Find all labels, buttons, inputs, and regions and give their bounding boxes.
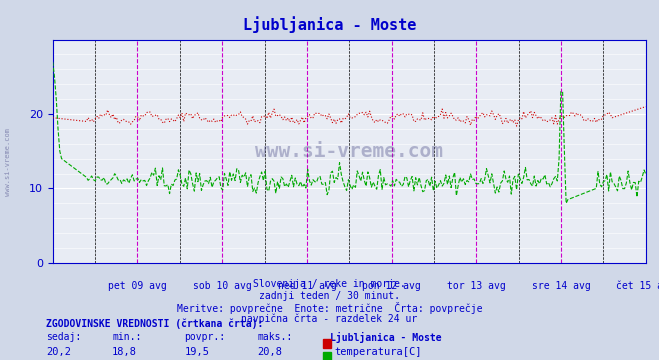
Text: Ljubljanica - Moste: Ljubljanica - Moste	[330, 332, 441, 343]
Text: pet 09 avg: pet 09 avg	[108, 281, 167, 291]
Text: maks.:: maks.:	[257, 332, 292, 342]
Text: ned 11 avg: ned 11 avg	[277, 281, 336, 291]
Text: sob 10 avg: sob 10 avg	[193, 281, 252, 291]
Text: zadnji teden / 30 minut.: zadnji teden / 30 minut.	[259, 291, 400, 301]
Text: sedaj:: sedaj:	[46, 332, 81, 342]
Text: min.:: min.:	[112, 332, 142, 342]
Text: temperatura[C]: temperatura[C]	[335, 347, 422, 357]
Text: 18,8: 18,8	[112, 347, 137, 357]
Text: 19,5: 19,5	[185, 347, 210, 357]
Text: Slovenija / reke in morje.: Slovenija / reke in morje.	[253, 279, 406, 289]
Text: Meritve: povprečne  Enote: metrične  Črta: povprečje: Meritve: povprečne Enote: metrične Črta:…	[177, 302, 482, 314]
Text: ZGODOVINSKE VREDNOSTI (črtkana črta):: ZGODOVINSKE VREDNOSTI (črtkana črta):	[46, 319, 264, 329]
Text: tor 13 avg: tor 13 avg	[447, 281, 505, 291]
Text: navpična črta - razdelek 24 ur: navpična črta - razdelek 24 ur	[241, 314, 418, 324]
Text: čet 15 avg: čet 15 avg	[616, 281, 659, 291]
Text: pon 12 avg: pon 12 avg	[362, 281, 421, 291]
Text: www.si-vreme.com: www.si-vreme.com	[5, 128, 11, 196]
Text: Ljubljanica - Moste: Ljubljanica - Moste	[243, 16, 416, 33]
Text: 20,8: 20,8	[257, 347, 282, 357]
Text: 20,2: 20,2	[46, 347, 71, 357]
Text: www.si-vreme.com: www.si-vreme.com	[255, 142, 444, 161]
Text: povpr.:: povpr.:	[185, 332, 225, 342]
Text: sre 14 avg: sre 14 avg	[532, 281, 590, 291]
